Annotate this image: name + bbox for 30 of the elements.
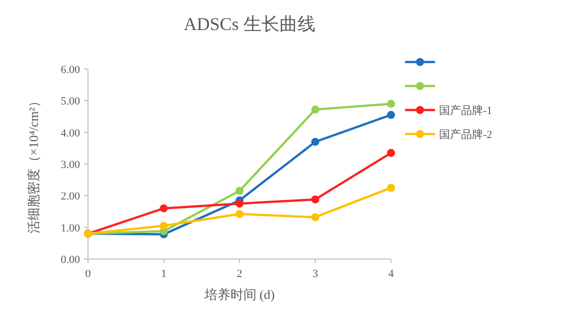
y-tick-label: 5.00 bbox=[60, 96, 80, 108]
x-axis-title: 培养时间 (d) bbox=[203, 287, 275, 302]
x-tick-label: 1 bbox=[161, 268, 166, 280]
chart-title: ADSCs 生长曲线 bbox=[184, 14, 316, 34]
point bbox=[387, 148, 395, 157]
legend-label: 国产品牌-2 bbox=[439, 128, 492, 141]
y-tick-label: 0.00 bbox=[60, 254, 80, 266]
point bbox=[311, 138, 320, 146]
point bbox=[387, 100, 395, 108]
x-tick-label: 4 bbox=[388, 268, 394, 280]
x-tick-label: 2 bbox=[236, 268, 242, 280]
y-tick-label: 6.00 bbox=[60, 64, 80, 76]
point bbox=[236, 200, 244, 208]
point bbox=[160, 204, 168, 212]
point bbox=[387, 184, 395, 192]
point bbox=[311, 213, 320, 222]
x-tick-label: 0 bbox=[85, 268, 92, 280]
point bbox=[160, 222, 168, 230]
y-tick-label: 4.00 bbox=[60, 127, 80, 140]
point bbox=[311, 195, 320, 204]
point bbox=[387, 110, 395, 119]
y-axis-title: 活细胞密度（×10⁴/cm²） bbox=[26, 94, 41, 234]
point bbox=[236, 186, 244, 195]
y-tick-label: 3.00 bbox=[60, 159, 80, 171]
y-tick-label: 2.00 bbox=[60, 190, 80, 203]
x-tick-label: 3 bbox=[312, 268, 318, 280]
point bbox=[236, 210, 244, 218]
point bbox=[311, 106, 320, 114]
legend-label: 国产品牌-1 bbox=[439, 104, 492, 117]
y-tick-label: 1.00 bbox=[60, 222, 80, 234]
